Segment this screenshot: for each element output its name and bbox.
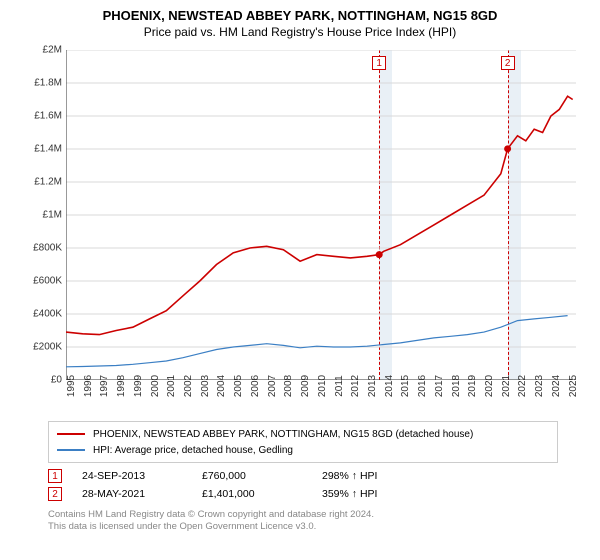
legend-row-hpi: HPI: Average price, detached house, Gedl… (57, 442, 549, 458)
y-tick-label: £1M (43, 210, 62, 221)
legend-row-property: PHOENIX, NEWSTEAD ABBEY PARK, NOTTINGHAM… (57, 426, 549, 442)
x-tick-label: 2007 (267, 375, 278, 397)
x-tick-label: 2009 (300, 375, 311, 397)
x-tick-label: 2022 (517, 375, 528, 397)
x-tick-label: 2024 (551, 375, 562, 397)
x-tick-label: 2006 (250, 375, 261, 397)
x-tick-label: 2015 (400, 375, 411, 397)
x-tick-label: 1998 (116, 375, 127, 397)
attribution: Contains HM Land Registry data © Crown c… (48, 509, 580, 534)
chart-container: PHOENIX, NEWSTEAD ABBEY PARK, NOTTINGHAM… (0, 0, 600, 560)
y-tick-label: £200K (33, 342, 62, 353)
x-tick-label: 2023 (534, 375, 545, 397)
x-tick-label: 2016 (417, 375, 428, 397)
sales-date-2: 28-MAY-2021 (82, 488, 182, 500)
sales-date-1: 24-SEP-2013 (82, 470, 182, 482)
y-tick-label: £800K (33, 243, 62, 254)
x-tick-label: 2021 (501, 375, 512, 397)
sales-marker-2: 2 (48, 487, 62, 501)
marker-box: 1 (372, 56, 386, 70)
y-tick-label: £1.8M (34, 78, 62, 89)
x-tick-label: 1996 (83, 375, 94, 397)
attribution-line-1: Contains HM Land Registry data © Crown c… (48, 509, 580, 521)
plot-svg (66, 50, 576, 380)
sales-pct-2: 359% ↑ HPI (322, 488, 377, 500)
sales-table: 1 24-SEP-2013 £760,000 298% ↑ HPI 2 28-M… (48, 467, 558, 503)
x-tick-label: 2001 (166, 375, 177, 397)
chart-area: £0 £200K £400K £600K £800K £1M £1.2M £1.4M £1.6M… (16, 45, 586, 415)
x-tick-label: 2002 (183, 375, 194, 397)
x-tick-label: 2000 (150, 375, 161, 397)
x-tick-label: 2025 (568, 375, 579, 397)
x-tick-label: 2017 (434, 375, 445, 397)
chart-subtitle: Price paid vs. HM Land Registry's House … (10, 25, 590, 39)
x-tick-label: 2010 (317, 375, 328, 397)
sales-marker-1: 1 (48, 469, 62, 483)
legend-swatch-property (57, 433, 85, 435)
legend-swatch-hpi (57, 449, 85, 451)
x-tick-label: 2005 (233, 375, 244, 397)
legend-label-property: PHOENIX, NEWSTEAD ABBEY PARK, NOTTINGHAM… (93, 429, 473, 440)
sales-price-1: £760,000 (202, 470, 302, 482)
y-tick-label: £400K (33, 309, 62, 320)
legend-label-hpi: HPI: Average price, detached house, Gedl… (93, 445, 293, 456)
sales-row-2: 2 28-MAY-2021 £1,401,000 359% ↑ HPI (48, 485, 558, 503)
chart-title: PHOENIX, NEWSTEAD ABBEY PARK, NOTTINGHAM… (10, 8, 590, 23)
x-tick-label: 2012 (350, 375, 361, 397)
y-tick-label: £2M (43, 45, 62, 56)
sales-row-1: 1 24-SEP-2013 £760,000 298% ↑ HPI (48, 467, 558, 485)
y-tick-label: £600K (33, 276, 62, 287)
x-tick-label: 2020 (484, 375, 495, 397)
x-tick-label: 1999 (133, 375, 144, 397)
sales-price-2: £1,401,000 (202, 488, 302, 500)
marker-box: 2 (501, 56, 515, 70)
sales-pct-1: 298% ↑ HPI (322, 470, 377, 482)
y-tick-label: £1.2M (34, 177, 62, 188)
x-tick-label: 2014 (384, 375, 395, 397)
x-tick-label: 2019 (467, 375, 478, 397)
x-tick-label: 2018 (451, 375, 462, 397)
x-tick-label: 2004 (216, 375, 227, 397)
attribution-line-2: This data is licensed under the Open Gov… (48, 521, 580, 533)
y-tick-label: £1.6M (34, 111, 62, 122)
x-tick-label: 2008 (283, 375, 294, 397)
x-tick-label: 2013 (367, 375, 378, 397)
y-tick-label: £0 (51, 375, 62, 386)
x-tick-label: 2003 (200, 375, 211, 397)
x-tick-label: 1997 (99, 375, 110, 397)
legend: PHOENIX, NEWSTEAD ABBEY PARK, NOTTINGHAM… (48, 421, 558, 463)
x-tick-label: 1995 (66, 375, 77, 397)
x-tick-label: 2011 (334, 375, 345, 397)
y-tick-label: £1.4M (34, 144, 62, 155)
